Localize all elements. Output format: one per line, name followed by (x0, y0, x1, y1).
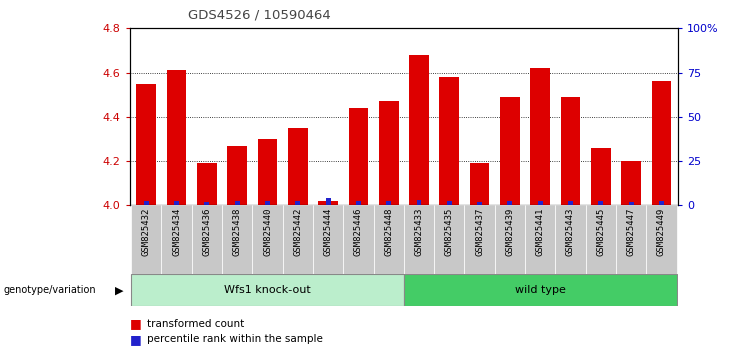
Bar (477, 202, 482, 205)
Bar (568, 201, 573, 205)
Text: GSM825438: GSM825438 (233, 207, 242, 256)
Text: GDS4526 / 10590464: GDS4526 / 10590464 (188, 9, 330, 22)
Bar (131, 274, 404, 306)
Text: wild type: wild type (515, 285, 565, 295)
Text: GSM825449: GSM825449 (657, 207, 666, 256)
Bar (531, 68, 550, 205)
Text: GSM825444: GSM825444 (324, 207, 333, 256)
Bar (205, 202, 210, 205)
Bar (227, 145, 247, 205)
Bar (162, 205, 192, 274)
Bar (439, 77, 459, 205)
Bar (288, 128, 308, 205)
Text: GSM825445: GSM825445 (597, 207, 605, 256)
Bar (646, 205, 677, 274)
Bar (296, 201, 300, 205)
Bar (373, 205, 404, 274)
Bar (222, 205, 253, 274)
Bar (404, 274, 677, 306)
Bar (131, 205, 162, 274)
Bar (235, 201, 239, 205)
Bar (144, 201, 149, 205)
Text: percentile rank within the sample: percentile rank within the sample (147, 334, 322, 344)
Bar (470, 163, 489, 205)
Text: GSM825436: GSM825436 (202, 207, 211, 256)
Bar (591, 148, 611, 205)
Bar (348, 108, 368, 205)
Bar (651, 81, 671, 205)
Bar (379, 101, 399, 205)
Bar (525, 205, 555, 274)
Text: GSM825441: GSM825441 (536, 207, 545, 256)
Bar (598, 201, 603, 205)
Bar (659, 201, 664, 205)
Bar (628, 202, 634, 205)
Bar (192, 205, 222, 274)
Bar (343, 205, 373, 274)
Text: Wfs1 knock-out: Wfs1 knock-out (224, 285, 311, 295)
Text: GSM825446: GSM825446 (354, 207, 363, 256)
Bar (197, 163, 217, 205)
Bar (621, 161, 641, 205)
Bar (500, 97, 519, 205)
Text: GSM825447: GSM825447 (627, 207, 636, 256)
Bar (495, 205, 525, 274)
Bar (167, 70, 187, 205)
Bar (616, 205, 646, 274)
Bar (174, 201, 179, 205)
Text: GSM825433: GSM825433 (414, 207, 424, 256)
Text: GSM825439: GSM825439 (505, 207, 514, 256)
Bar (386, 201, 391, 205)
Bar (416, 200, 422, 205)
Text: GSM825432: GSM825432 (142, 207, 151, 256)
Bar (356, 201, 361, 205)
Text: transformed count: transformed count (147, 319, 244, 329)
Bar (434, 205, 465, 274)
Text: GSM825434: GSM825434 (172, 207, 181, 256)
Bar (265, 201, 270, 205)
Bar (325, 198, 330, 205)
Bar (555, 205, 585, 274)
Text: genotype/variation: genotype/variation (4, 285, 96, 295)
Text: GSM825443: GSM825443 (566, 207, 575, 256)
Text: GSM825448: GSM825448 (384, 207, 393, 256)
Bar (561, 97, 580, 205)
Bar (508, 201, 512, 205)
Text: ▶: ▶ (115, 285, 123, 295)
Text: GSM825442: GSM825442 (293, 207, 302, 256)
Bar (465, 205, 495, 274)
Text: GSM825440: GSM825440 (263, 207, 272, 256)
Text: ■: ■ (130, 333, 142, 346)
Text: GSM825435: GSM825435 (445, 207, 453, 256)
Bar (447, 201, 452, 205)
Bar (136, 84, 156, 205)
Text: ■: ■ (130, 318, 142, 330)
Text: GSM825437: GSM825437 (475, 207, 484, 256)
Bar (282, 205, 313, 274)
Bar (409, 55, 429, 205)
Bar (258, 139, 277, 205)
Bar (538, 201, 542, 205)
Bar (253, 205, 282, 274)
Bar (585, 205, 616, 274)
Bar (319, 201, 338, 205)
Bar (404, 205, 434, 274)
Bar (313, 205, 343, 274)
